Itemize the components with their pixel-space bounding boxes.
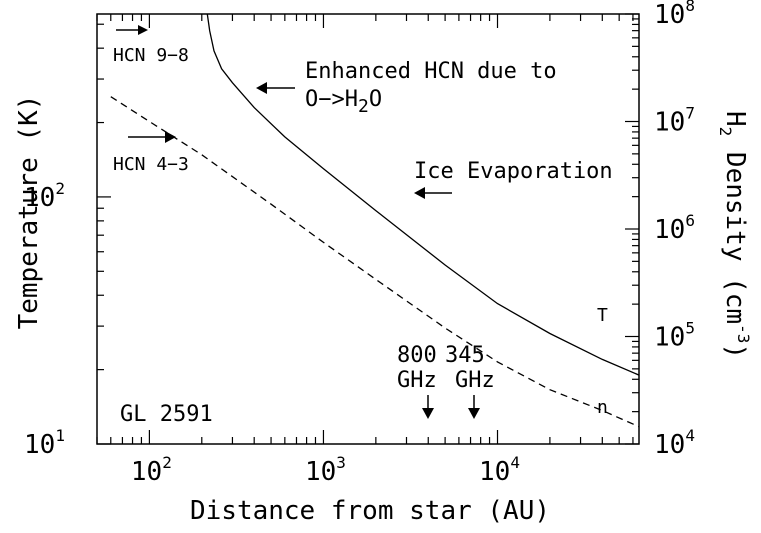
- y2-tick-label: 105: [654, 319, 695, 353]
- freq-345-label: 345: [445, 343, 485, 368]
- y2-tick-label: 107: [654, 104, 695, 138]
- arrow-hcn98: [116, 25, 148, 35]
- density-curve: [110, 96, 640, 428]
- y2-axis-title: H2 Density (cm-3): [716, 111, 753, 359]
- plot-frame: [96, 13, 640, 445]
- x-tick-label: 104: [479, 453, 520, 487]
- hcn43-label: HCN 4−3: [113, 154, 189, 175]
- annotations: GL 2591 T n HCN 9−8 HCN 4−3 Enhanced HCN…: [113, 25, 613, 427]
- tick-labels: 102 103 104 101 102 104 105 106 107 108: [24, 0, 695, 487]
- y-axis-title: Temperature (K): [14, 95, 44, 330]
- arrow-hcn43: [128, 131, 176, 143]
- arrow-enhanced: [256, 82, 295, 94]
- ghz-label-800: GHz: [397, 368, 437, 393]
- x-axis-title: Distance from star (AU): [190, 496, 550, 526]
- temperature-curve-label: T: [597, 305, 608, 326]
- ice-evaporation-label: Ice Evaporation: [414, 159, 613, 184]
- x-tick-label: 102: [131, 453, 172, 487]
- curves: [110, 13, 640, 428]
- ghz-label-345: GHz: [455, 368, 495, 393]
- enhanced-hcn-label: Enhanced HCN due to: [305, 59, 557, 84]
- y-tick-label: 102: [24, 179, 65, 213]
- axis-titles: Distance from star (AU) Temperature (K) …: [14, 95, 753, 526]
- arrow-800ghz: [422, 395, 434, 419]
- freq-800-label: 800: [397, 343, 437, 368]
- density-curve-label: n: [597, 397, 608, 418]
- x-tick-label: 103: [305, 453, 346, 487]
- enhanced-hcn-label-2: O−>H2O: [305, 87, 382, 117]
- arrow-ice: [414, 187, 452, 199]
- source-label: GL 2591: [120, 402, 213, 427]
- axis-ticks: [96, 13, 639, 445]
- arrow-345ghz: [468, 395, 480, 419]
- y-tick-label: 101: [24, 426, 65, 460]
- y2-tick-label: 106: [654, 211, 695, 245]
- y2-tick-label: 108: [654, 0, 695, 30]
- y2-tick-label: 104: [654, 426, 695, 460]
- hcn98-label: HCN 9−8: [113, 45, 189, 66]
- temperature-curve: [206, 13, 640, 376]
